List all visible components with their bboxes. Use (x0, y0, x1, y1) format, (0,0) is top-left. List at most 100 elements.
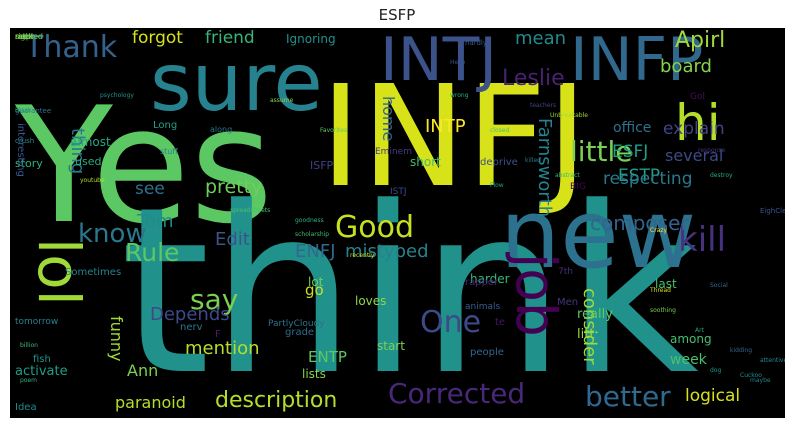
cloud-word: stuff (160, 147, 178, 156)
cloud-word: story (15, 157, 43, 170)
cloud-word: Apirl (675, 28, 726, 53)
cloud-word: Men (557, 297, 579, 308)
cloud-word: lists (302, 367, 326, 381)
cloud-word: hi (675, 94, 721, 152)
cloud-word: loves (355, 294, 387, 308)
cloud-word: Ignoring (286, 32, 336, 46)
cloud-word: mtpr (15, 32, 35, 41)
cloud-word: nerv (180, 322, 203, 333)
cloud-word: recently (350, 252, 375, 259)
cloud-word: kill (678, 220, 727, 260)
cloud-word: description (215, 388, 338, 413)
cloud-word: thing (67, 128, 88, 175)
cloud-word: sucked (15, 32, 43, 41)
cloud-word: maybe (750, 377, 771, 384)
cloud-word: INFP (570, 28, 704, 95)
cloud-word: short (410, 155, 441, 169)
cloud-word: soothing (650, 307, 676, 314)
cloud-word: activate (15, 364, 68, 379)
cloud-word: attentive (760, 357, 785, 364)
cloud-word: forgot (132, 28, 183, 48)
cloud-word: almost (70, 135, 111, 149)
cloud-word: explain (663, 119, 725, 139)
cloud-word: ISTJ (390, 187, 407, 197)
cloud-word: spreadsheets (230, 207, 271, 214)
cloud-word: Long (153, 120, 178, 131)
cloud-word: fish (33, 354, 51, 365)
cloud-word: rapper (465, 277, 499, 288)
cloud-word: pretty (205, 176, 263, 198)
cloud-word: Cuckoo (740, 372, 762, 379)
cloud-word: job (504, 253, 568, 337)
cloud-word: Social (710, 282, 728, 289)
cloud-word: Gol (690, 92, 705, 102)
cloud-word: right (15, 32, 34, 41)
cloud-word: board (660, 56, 712, 77)
cloud-word: response (698, 147, 726, 154)
cloud-word: INFJ (320, 56, 588, 219)
cloud-word: Favorites (320, 127, 348, 134)
cloud-word: ENFJ (295, 241, 336, 262)
cloud-word: Tom (137, 211, 174, 232)
cloud-title: ESFP (378, 6, 416, 24)
cloud-word: killed (525, 157, 541, 164)
cloud-word: Thank (25, 30, 118, 65)
cloud-word: grade (285, 327, 315, 338)
cloud-word: funny (107, 316, 126, 362)
cloud-word: tomorrow (15, 317, 59, 327)
cloud-word: billion (20, 342, 38, 349)
cloud-word: ENTP (308, 348, 347, 366)
cloud-word: among (670, 332, 712, 346)
cloud-word: really (577, 307, 613, 322)
cloud-word: mention (185, 338, 260, 359)
cloud-word: INTP (425, 116, 466, 137)
cloud-word: Corrected (388, 377, 526, 410)
cloud-word: Good (335, 210, 414, 245)
cloud-word: consider (579, 288, 600, 365)
cloud-word: litt (577, 327, 595, 342)
cloud-word: friend (205, 28, 255, 48)
cloud-word: little (570, 135, 633, 168)
cloud-word: Farnsworth (534, 118, 555, 218)
cloud-word: Yes (15, 72, 274, 259)
cloud-word: week (670, 352, 707, 368)
cloud-word: kidding (730, 347, 753, 354)
cloud-word: think (120, 159, 699, 418)
cloud-word: dog (710, 367, 722, 374)
cloud-word: deprive (480, 157, 518, 168)
cloud-word: abstract (555, 172, 580, 179)
cloud-word: assume (270, 97, 294, 104)
cloud-word: Crazy (650, 227, 668, 234)
cloud-word: ISFP (310, 159, 334, 172)
cloud-word: logical (685, 386, 741, 406)
cloud-word: destroy (710, 172, 733, 179)
cloud-word: 7th (558, 267, 573, 277)
cloud-word: last (655, 277, 677, 291)
cloud-word: teachers (530, 102, 557, 109)
cloud-word: Leslie (502, 66, 565, 91)
cloud-word: Idea (15, 402, 37, 413)
cloud-word: psychology (100, 92, 134, 99)
cloud-word: hardly (465, 39, 488, 47)
cloud-word: wrong (450, 92, 469, 99)
cloud-word: read (15, 32, 34, 41)
cloud-word: EighClevSavage (760, 207, 785, 215)
cloud-word: sure (150, 36, 323, 129)
cloud-word: Art (695, 327, 704, 334)
cloud-word: go (305, 281, 324, 299)
cloud-word: INTJ (380, 28, 497, 95)
cloud-word: animals (465, 302, 501, 312)
cloud-word: scholarship (295, 231, 330, 238)
cloud-word: goodness (295, 217, 324, 224)
cloud-word: harder (470, 272, 510, 286)
cloud-word: people (470, 347, 504, 358)
cloud-word: office (613, 120, 652, 136)
cloud-word: say (190, 283, 239, 316)
cloud-word: along (210, 125, 233, 134)
cloud-word: Rule (125, 238, 180, 267)
cloud-word: Sometimes (65, 267, 122, 278)
cloud-word: Edit (215, 229, 250, 250)
cloud-word: new (500, 180, 697, 290)
cloud-word: see (135, 179, 165, 199)
cloud-word: Eminem (375, 147, 412, 157)
